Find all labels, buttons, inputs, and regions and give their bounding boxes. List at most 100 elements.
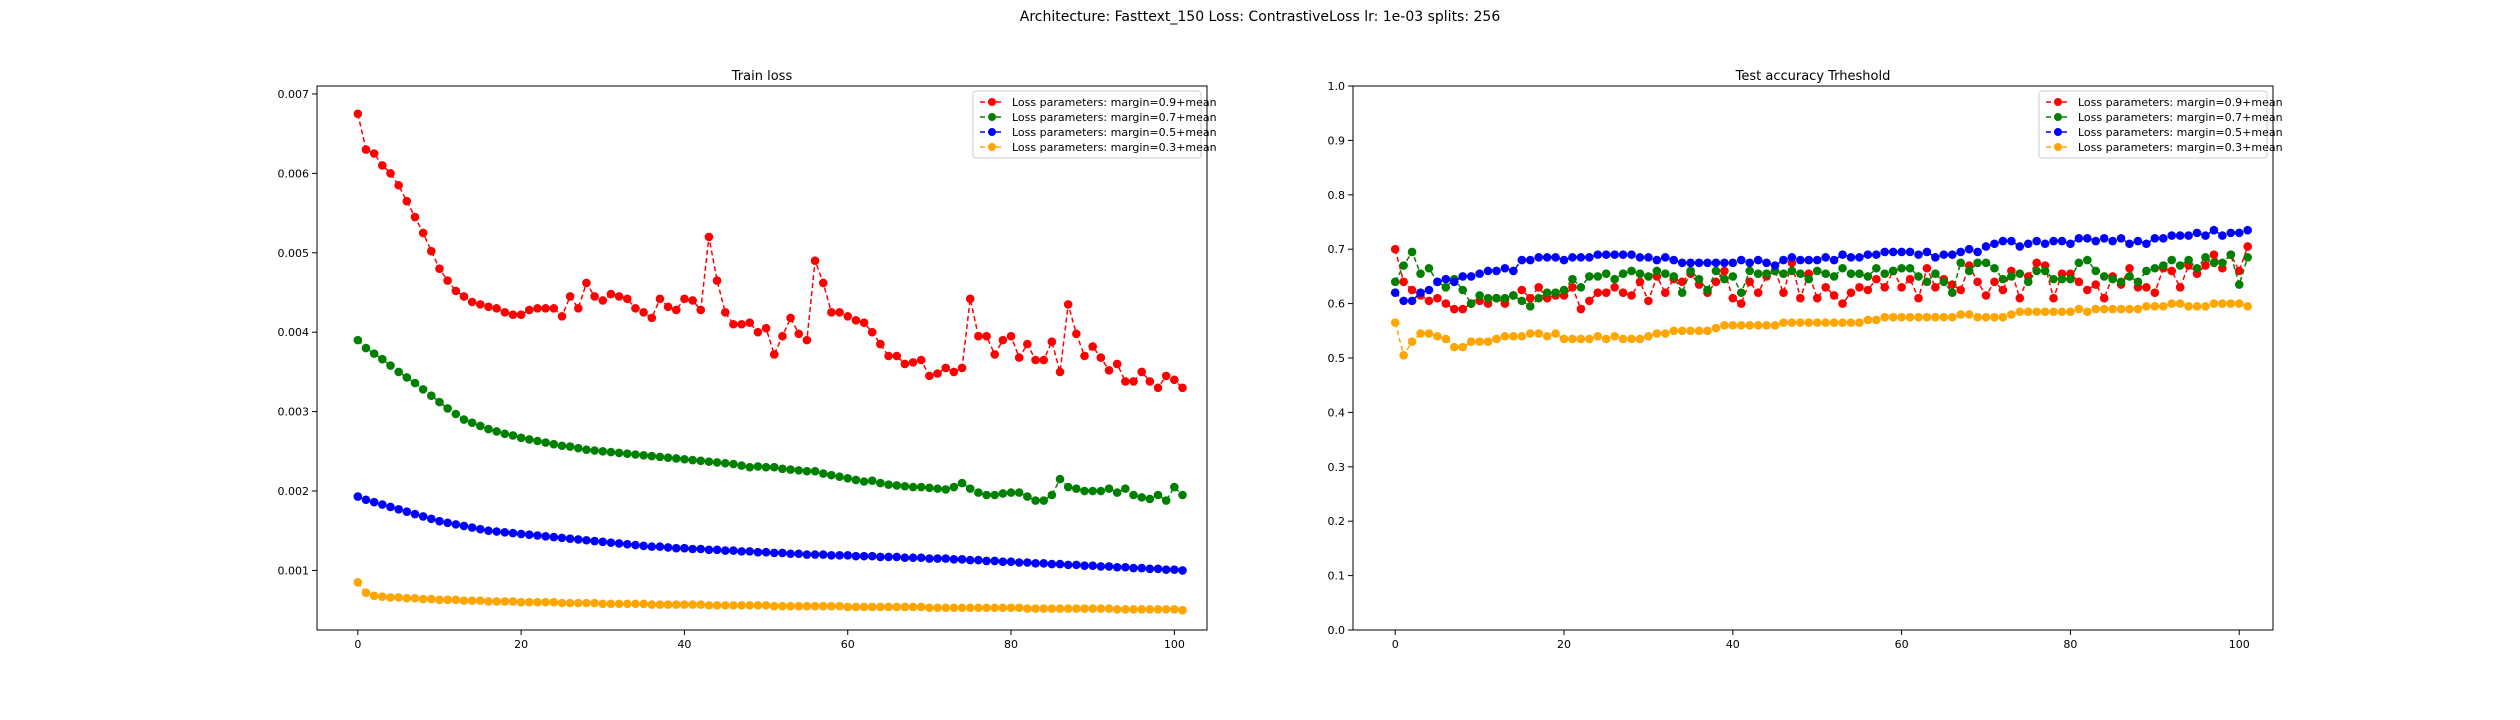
train-loss-data-point — [394, 593, 403, 602]
test-accuracy-data-point — [2201, 253, 2210, 262]
train-loss-data-point — [908, 358, 918, 367]
train-loss-data-point — [884, 552, 893, 562]
train-loss-data-point — [843, 602, 853, 612]
test-accuracy-data-point — [1897, 247, 1906, 257]
train-loss-data-point — [1129, 377, 1138, 386]
train-loss-data-point — [1006, 557, 1016, 566]
test-accuracy-data-point — [1407, 337, 1417, 346]
train-loss-data-point — [941, 363, 951, 373]
train-loss-data-point — [1072, 604, 1081, 613]
train-loss-data-point — [533, 597, 542, 607]
test-accuracy-data-point — [1576, 253, 1586, 262]
test-accuracy-data-point — [2125, 263, 2134, 273]
test-accuracy-data-point — [1610, 250, 1619, 259]
train-loss-data-point — [1112, 488, 1122, 497]
train-loss-data-point — [908, 482, 918, 492]
test-accuracy-data-point — [1872, 315, 1881, 325]
test-accuracy-data-point — [2175, 261, 2185, 270]
train-loss-data-point — [1137, 493, 1146, 502]
train-loss-data-point — [843, 312, 853, 321]
train-loss-data-point — [1023, 558, 1032, 567]
train-loss-data-point — [671, 454, 681, 463]
test-accuracy-legend-label: Loss parameters: margin=0.9+mean — [2078, 96, 2283, 109]
train-loss-data-point — [949, 482, 959, 492]
train-loss-data-point — [606, 538, 616, 547]
test-accuracy-data-point — [1635, 277, 1645, 287]
test-accuracy-data-point — [2023, 239, 2033, 249]
train-loss-xtick-label: 60 — [841, 638, 855, 651]
test-accuracy-data-point — [1855, 269, 1864, 278]
test-accuracy-data-point — [1500, 293, 1510, 303]
test-accuracy-data-point — [2099, 234, 2109, 243]
train-loss-data-point — [410, 378, 420, 388]
train-loss-data-point — [533, 304, 542, 313]
train-loss-data-point — [1112, 359, 1122, 369]
test-accuracy-data-point — [1812, 318, 1822, 327]
train-loss-data-point — [696, 456, 706, 466]
test-accuracy-data-point — [1677, 288, 1687, 298]
test-accuracy-data-point — [2040, 307, 2050, 317]
train-loss-data-point — [631, 599, 640, 609]
test-accuracy-data-point — [2116, 277, 2126, 287]
test-accuracy-data-point — [1694, 326, 1704, 336]
test-accuracy-data-point — [2099, 293, 2109, 303]
train-loss-data-point — [729, 319, 738, 329]
train-loss-data-point — [916, 602, 926, 612]
train-loss-data-point — [1072, 484, 1081, 493]
train-loss-data-point — [1088, 561, 1097, 570]
test-accuracy-data-point — [1585, 272, 1594, 281]
train-loss-data-point — [769, 462, 779, 472]
train-loss-data-point — [859, 477, 869, 486]
test-accuracy-data-point — [1905, 312, 1915, 322]
train-loss-legend-label: Loss parameters: margin=0.9+mean — [1012, 96, 1217, 109]
test-accuracy-data-point — [1897, 263, 1906, 273]
train-loss-data-point — [974, 488, 983, 497]
train-loss-data-point — [688, 296, 697, 305]
test-accuracy-data-point — [1990, 239, 1999, 249]
train-loss-data-point — [369, 497, 379, 507]
test-accuracy-data-point — [1964, 244, 1974, 254]
test-accuracy-title: Test accuracy Trheshold — [1735, 69, 1891, 84]
test-accuracy-data-point — [1922, 247, 1932, 257]
test-accuracy-data-point — [1534, 329, 1543, 338]
train-loss-data-point — [1088, 342, 1097, 351]
train-loss-data-point — [859, 318, 869, 327]
test-accuracy-data-point — [1787, 318, 1797, 327]
test-accuracy-data-point — [1796, 293, 1805, 303]
train-loss-data-point — [753, 462, 763, 471]
train-loss-data-point — [516, 310, 526, 320]
train-loss-series-2 — [353, 492, 1187, 575]
train-loss-data-point — [998, 335, 1008, 345]
test-accuracy-data-point — [1947, 312, 1957, 322]
train-loss-data-point — [712, 545, 722, 555]
train-loss-data-point — [851, 602, 861, 612]
train-loss-data-point — [949, 603, 959, 613]
train-loss-data-point — [500, 308, 510, 317]
test-accuracy-data-point — [1517, 255, 1527, 265]
train-loss-data-point — [892, 602, 902, 612]
test-accuracy-data-point — [2108, 274, 2117, 284]
test-accuracy-data-point — [1568, 282, 1577, 292]
train-loss-xtick-label: 0 — [354, 638, 361, 651]
test-accuracy-data-point — [1711, 266, 1721, 276]
test-accuracy-ytick-label: 0.6 — [1328, 298, 1346, 311]
test-accuracy-data-point — [1652, 329, 1662, 338]
train-loss-series-0 — [353, 109, 1187, 393]
train-loss-data-point — [900, 553, 910, 563]
train-loss-data-point — [418, 594, 428, 604]
train-loss-data-point — [573, 304, 583, 313]
test-accuracy-data-point — [1441, 282, 1451, 292]
train-loss-data-point — [598, 296, 608, 305]
train-loss-data-point — [663, 302, 673, 312]
train-loss-axes-frame — [316, 85, 1208, 631]
test-accuracy-data-point — [1517, 331, 1527, 341]
train-loss-data-point — [1137, 367, 1146, 377]
train-loss-data-point — [786, 313, 795, 323]
test-accuracy-data-point — [1449, 342, 1459, 352]
train-loss-data-point — [353, 492, 363, 501]
test-accuracy-data-point — [2125, 304, 2134, 314]
train-loss-data-point — [451, 520, 461, 529]
test-accuracy-data-point — [1863, 272, 1873, 281]
test-accuracy-xtick-label: 20 — [1557, 638, 1571, 651]
test-accuracy-data-point — [1990, 263, 1999, 273]
